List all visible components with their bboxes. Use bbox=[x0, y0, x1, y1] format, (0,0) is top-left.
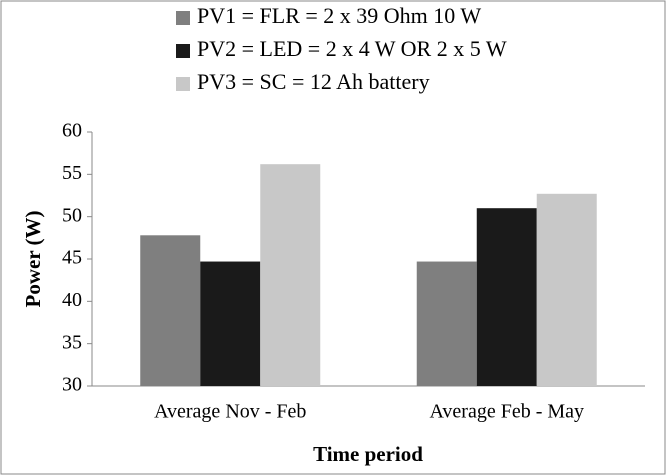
y-tick-label: 30 bbox=[62, 374, 82, 396]
bar bbox=[260, 164, 321, 386]
bar bbox=[200, 261, 261, 386]
y-tick-label: 45 bbox=[62, 247, 82, 269]
legend-label: PV2 = LED = 2 x 4 W OR 2 x 5 W bbox=[197, 36, 507, 61]
x-axis-title: Time period bbox=[313, 442, 423, 466]
y-tick-label: 50 bbox=[62, 204, 82, 226]
legend-swatch bbox=[176, 11, 190, 25]
y-tick-label: 55 bbox=[62, 162, 82, 184]
x-tick-label: Average Feb - May bbox=[429, 401, 584, 423]
legend-label: PV1 = FLR = 2 x 39 Ohm 10 W bbox=[197, 3, 481, 28]
x-tick-label: Average Nov - Feb bbox=[154, 401, 306, 423]
bar bbox=[416, 261, 477, 386]
bar bbox=[536, 193, 597, 386]
bar bbox=[140, 235, 201, 386]
y-tick-label: 35 bbox=[62, 331, 82, 353]
y-axis-title: Power (W) bbox=[21, 211, 45, 308]
bar bbox=[476, 208, 537, 386]
y-tick-label: 60 bbox=[62, 120, 82, 142]
legend-label: PV3 = SC = 12 Ah battery bbox=[197, 69, 430, 94]
legend-swatch bbox=[176, 77, 190, 91]
legend-swatch bbox=[176, 44, 190, 58]
y-tick-label: 40 bbox=[62, 289, 82, 311]
